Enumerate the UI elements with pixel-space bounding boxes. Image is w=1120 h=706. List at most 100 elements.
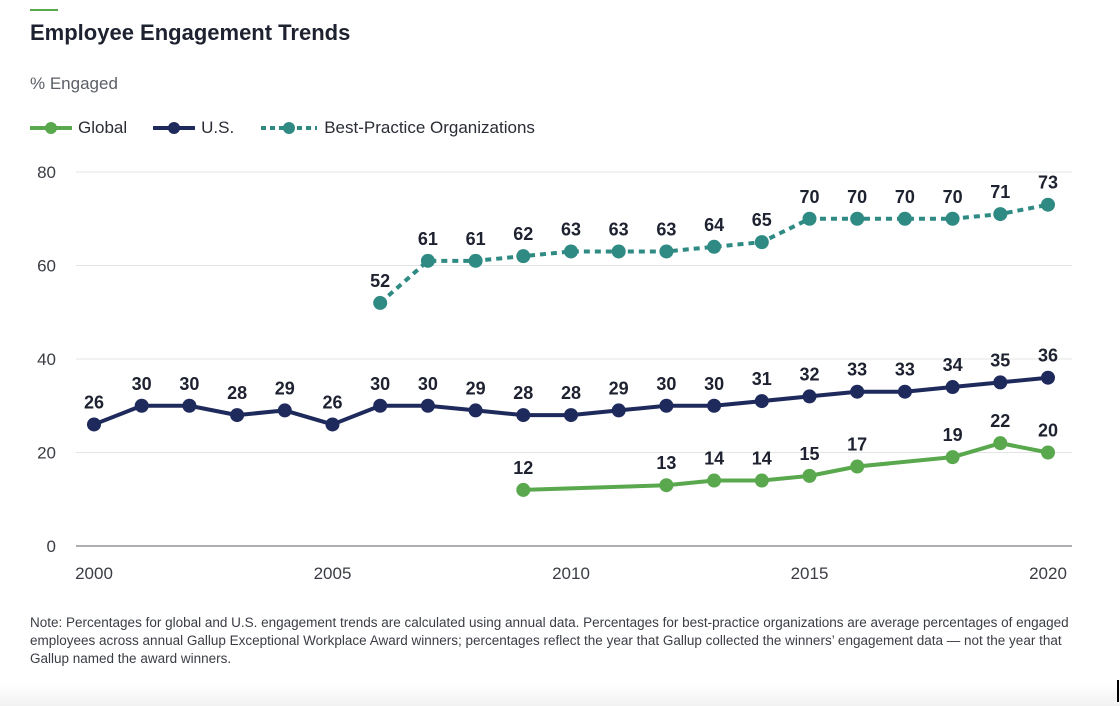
data-label-best-practice-organizations-2016: 70 xyxy=(847,187,867,207)
data-point-global-2009 xyxy=(516,482,531,497)
data-label-u-s-2003: 28 xyxy=(227,383,247,403)
data-point-best-practice-organizations-2015 xyxy=(802,211,817,226)
data-point-u-s-2007 xyxy=(420,398,435,413)
chart-legend: Global U.S. Best-Practice Organizations xyxy=(30,118,561,138)
data-label-best-practice-organizations-2010: 63 xyxy=(561,219,581,239)
data-label-best-practice-organizations-2006: 52 xyxy=(370,271,390,291)
data-point-u-s-2010 xyxy=(564,408,578,423)
y-tick-label-20: 20 xyxy=(37,444,56,463)
x-tick-label-2010: 2010 xyxy=(552,564,590,583)
x-tick-label-2000: 2000 xyxy=(75,564,113,583)
data-point-best-practice-organizations-2009 xyxy=(516,249,531,264)
data-label-u-s-2010: 28 xyxy=(561,383,581,403)
data-label-u-s-2008: 29 xyxy=(466,378,486,398)
data-label-best-practice-organizations-2013: 64 xyxy=(704,215,724,235)
data-label-u-s-2019: 35 xyxy=(990,350,1010,370)
legend-item-best-practice: Best-Practice Organizations xyxy=(260,118,535,138)
data-point-u-s-2002 xyxy=(182,398,197,413)
data-label-u-s-2020: 36 xyxy=(1038,346,1058,366)
legend-label-global: Global xyxy=(78,118,128,137)
data-label-u-s-2002: 30 xyxy=(179,374,199,394)
data-point-best-practice-organizations-2008 xyxy=(468,253,483,268)
data-label-global-2013: 14 xyxy=(704,449,724,469)
data-label-u-s-2014: 31 xyxy=(752,369,772,389)
legend-item-global: Global xyxy=(30,118,127,138)
data-label-best-practice-organizations-2009: 62 xyxy=(513,224,533,244)
data-point-best-practice-organizations-2020 xyxy=(1041,197,1055,212)
y-tick-label-40: 40 xyxy=(37,350,56,369)
data-label-global-2020: 20 xyxy=(1038,421,1058,441)
data-label-best-practice-organizations-2020: 73 xyxy=(1038,173,1058,193)
x-tick-label-2005: 2005 xyxy=(314,564,352,583)
data-point-u-s-2003 xyxy=(230,408,245,423)
data-point-best-practice-organizations-2019 xyxy=(993,207,1008,222)
data-label-u-s-2005: 26 xyxy=(322,392,342,412)
data-point-u-s-2000 xyxy=(87,417,101,432)
text-cursor xyxy=(1117,680,1119,702)
legend-swatch-global xyxy=(30,122,72,134)
data-point-u-s-2011 xyxy=(611,403,626,418)
data-point-best-practice-organizations-2007 xyxy=(420,253,435,268)
data-label-best-practice-organizations-2017: 70 xyxy=(895,187,915,207)
y-axis-unit-label: % Engaged xyxy=(30,74,118,93)
data-point-u-s-2019 xyxy=(993,375,1008,390)
data-point-u-s-2016 xyxy=(850,384,865,399)
data-point-global-2013 xyxy=(707,473,722,488)
y-tick-label-0: 0 xyxy=(47,537,56,556)
data-label-u-s-2006: 30 xyxy=(370,374,390,394)
data-point-best-practice-organizations-2011 xyxy=(611,244,626,259)
legend-swatch-best-practice xyxy=(261,122,318,134)
data-label-global-2009: 12 xyxy=(513,458,533,478)
y-tick-label-60: 60 xyxy=(37,257,56,276)
x-tick-label-2015: 2015 xyxy=(791,564,829,583)
data-point-best-practice-organizations-2013 xyxy=(707,239,722,254)
data-point-u-s-2006 xyxy=(373,398,388,413)
data-point-best-practice-organizations-2006 xyxy=(373,295,388,310)
data-label-u-s-2013: 30 xyxy=(704,374,724,394)
data-point-u-s-2013 xyxy=(707,398,722,413)
data-point-u-s-2005 xyxy=(325,417,340,432)
data-point-u-s-2015 xyxy=(802,389,817,404)
data-point-best-practice-organizations-2018 xyxy=(945,211,960,226)
legend-label-best-practice: Best-Practice Organizations xyxy=(324,118,535,137)
data-point-best-practice-organizations-2016 xyxy=(850,211,865,226)
data-point-best-practice-organizations-2017 xyxy=(897,211,912,226)
legend-label-us: U.S. xyxy=(201,118,235,137)
data-label-global-2018: 19 xyxy=(943,425,963,445)
legend-swatch-us xyxy=(153,122,196,134)
data-label-u-s-2009: 28 xyxy=(513,383,533,403)
data-label-best-practice-organizations-2007: 61 xyxy=(418,229,438,249)
data-label-global-2012: 13 xyxy=(656,453,676,473)
series-line-global xyxy=(521,441,1050,492)
data-point-global-2018 xyxy=(945,450,960,465)
data-point-u-s-2008 xyxy=(468,403,483,418)
bottom-scroll-fade xyxy=(0,684,1120,706)
data-point-global-2012 xyxy=(659,478,674,493)
data-point-u-s-2001 xyxy=(134,398,149,413)
chart-title: Employee Engagement Trends xyxy=(30,20,351,45)
data-label-best-practice-organizations-2019: 71 xyxy=(990,182,1010,202)
data-label-u-s-2004: 29 xyxy=(275,378,295,398)
data-point-global-2016 xyxy=(850,459,865,474)
data-label-best-practice-organizations-2008: 61 xyxy=(466,229,486,249)
data-label-u-s-2015: 32 xyxy=(799,364,819,384)
data-label-best-practice-organizations-2018: 70 xyxy=(943,187,963,207)
data-label-u-s-2000: 26 xyxy=(84,392,104,412)
data-point-global-2019 xyxy=(993,436,1008,451)
data-point-u-s-2004 xyxy=(277,403,292,418)
data-point-u-s-2018 xyxy=(945,380,960,395)
data-point-global-2020 xyxy=(1041,445,1055,460)
data-label-global-2016: 17 xyxy=(847,435,867,455)
data-label-global-2019: 22 xyxy=(990,411,1010,431)
data-point-u-s-2017 xyxy=(897,384,912,399)
data-point-best-practice-organizations-2012 xyxy=(659,244,674,259)
data-label-best-practice-organizations-2015: 70 xyxy=(799,187,819,207)
title-accent-line xyxy=(30,9,58,11)
data-point-global-2015 xyxy=(802,468,817,483)
data-point-u-s-2014 xyxy=(754,394,769,409)
data-label-u-s-2011: 29 xyxy=(609,378,629,398)
data-point-u-s-2012 xyxy=(659,398,674,413)
data-label-u-s-2018: 34 xyxy=(943,355,963,375)
data-label-global-2015: 15 xyxy=(799,444,819,464)
